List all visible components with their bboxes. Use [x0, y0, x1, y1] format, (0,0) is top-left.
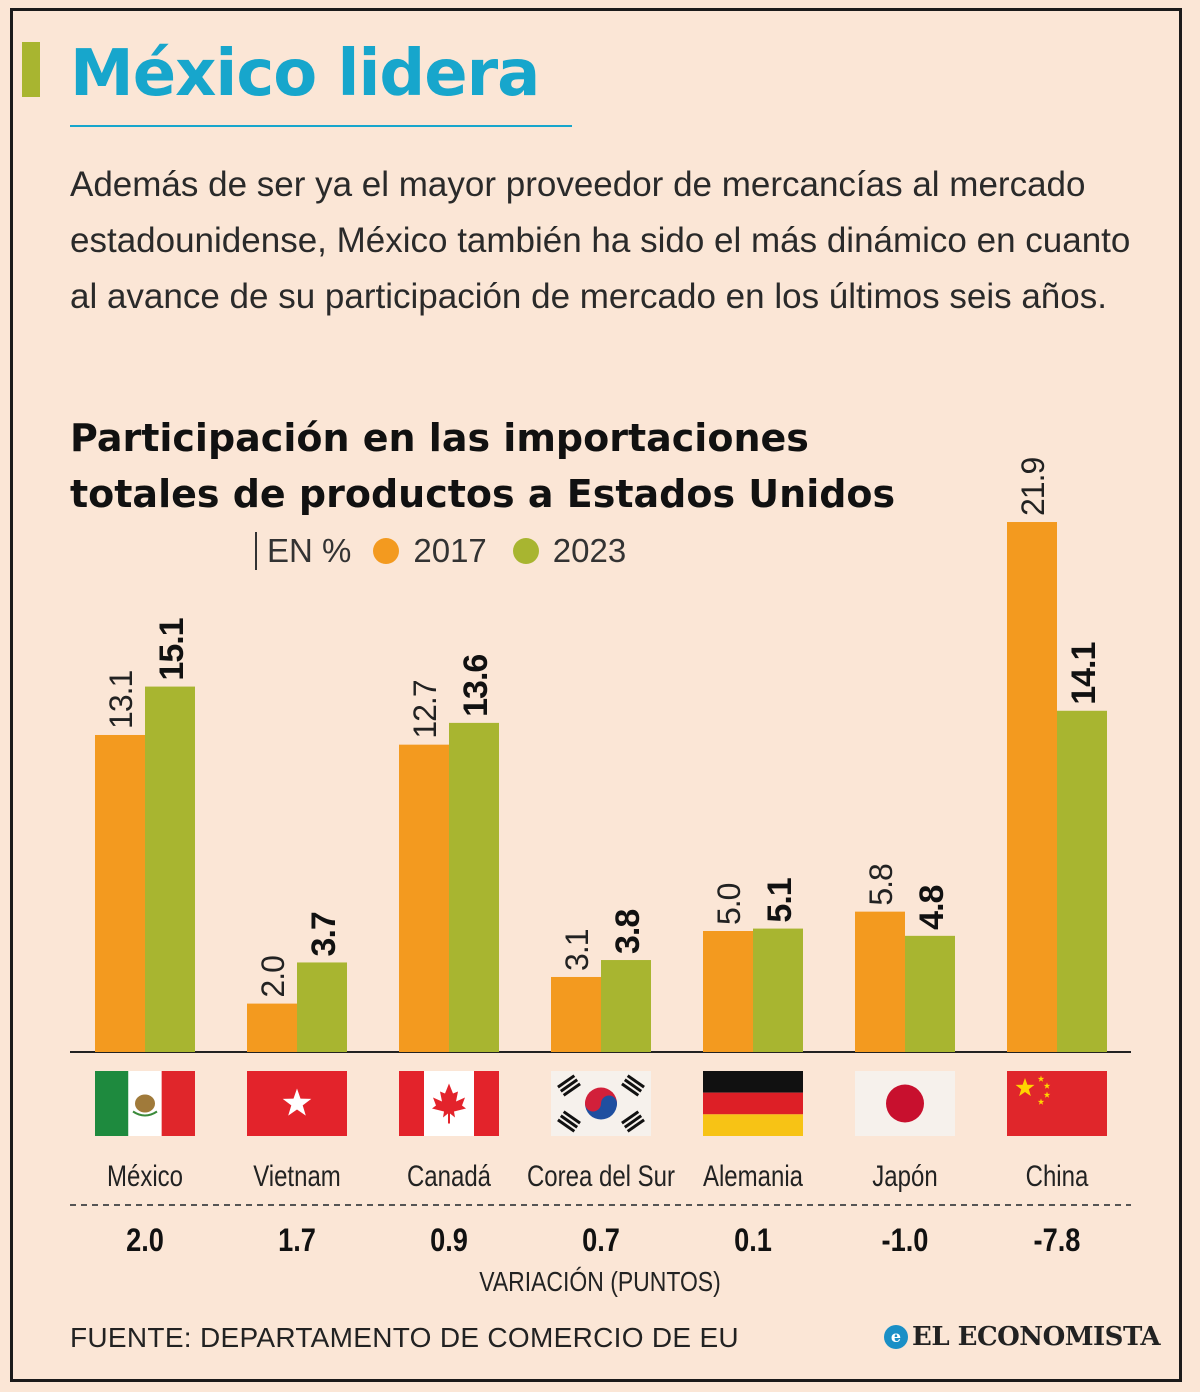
japan-flag-icon	[855, 1071, 955, 1136]
variation-value: -7.8	[1034, 1223, 1081, 1259]
brand-icon: e	[884, 1325, 908, 1349]
bar-2023	[753, 928, 803, 1052]
bar-2023	[601, 960, 651, 1052]
value-label-2017: 12.7	[407, 680, 443, 738]
category-label: Japón	[872, 1158, 937, 1192]
variation-value: 2.0	[126, 1223, 164, 1259]
bar-2017	[1007, 522, 1057, 1052]
bar-2017	[551, 976, 601, 1052]
page-frame	[10, 8, 1182, 1382]
chart-title: Participación en las importaciones total…	[70, 416, 896, 516]
canada-flag-icon	[399, 1071, 499, 1136]
variation-caption: VARIACIÓN (PUNTOS)	[479, 1266, 721, 1297]
value-label-2023: 15.1	[153, 618, 191, 680]
value-label-2023: 4.8	[913, 885, 951, 929]
legend-2023-label: 2023	[552, 532, 627, 569]
chart-legend: EN % 2017 2023	[250, 531, 626, 571]
bar-2023	[145, 686, 195, 1052]
vietnam-flag-icon	[247, 1071, 347, 1136]
bar-2017	[703, 931, 753, 1052]
bar-2023	[905, 935, 955, 1052]
page-title: México lidera	[70, 37, 540, 111]
value-label-2017: 21.9	[1015, 458, 1051, 516]
legend-2017-label: 2017	[413, 532, 487, 569]
germany-flag-icon	[703, 1071, 803, 1136]
value-label-2023: 3.7	[305, 912, 343, 956]
value-label-2017: 3.1	[559, 929, 595, 971]
china-flag-icon	[1007, 1071, 1107, 1136]
variation-value: 0.9	[430, 1223, 468, 1259]
category-label: Corea del Sur	[527, 1158, 675, 1192]
value-label-2017: 5.0	[711, 883, 747, 925]
category-label: China	[1026, 1158, 1089, 1192]
title-accent-bar	[22, 42, 40, 97]
bar-2023	[297, 962, 347, 1052]
bar-2023	[449, 722, 499, 1052]
value-label-2023: 14.1	[1065, 643, 1103, 705]
intro-paragraph: Además de ser ya el mayor proveedor de m…	[70, 165, 1131, 316]
variation-value: 0.1	[734, 1223, 772, 1259]
category-label: Vietnam	[253, 1158, 341, 1192]
source-note: FUENTE: DEPARTAMENTO DE COMERCIO DE EU	[70, 1322, 739, 1353]
mexico-flag-icon	[95, 1071, 195, 1136]
variation-value: 1.7	[278, 1223, 316, 1259]
unit-label: EN %	[267, 532, 352, 569]
bar-2017	[399, 744, 449, 1052]
brand-logo: e EL ECONOMISTA	[884, 1322, 1161, 1352]
value-label-2017: 5.8	[863, 864, 899, 906]
variation-value: -1.0	[882, 1223, 929, 1259]
bar-2017	[95, 734, 145, 1052]
title-underline	[70, 125, 572, 127]
legend-2017-swatch	[373, 538, 400, 564]
legend-2023-swatch	[512, 538, 539, 564]
value-label-2017: 13.1	[103, 670, 139, 728]
value-label-2023: 13.6	[457, 655, 495, 717]
south-korea-flag-icon	[551, 1071, 651, 1136]
value-label-2023: 3.8	[609, 910, 647, 954]
value-label-2017: 2.0	[255, 956, 291, 998]
bar-2023	[1057, 710, 1107, 1052]
variation-value: 0.7	[582, 1223, 620, 1259]
category-label: México	[107, 1158, 183, 1192]
brand-name: EL ECONOMISTA	[912, 1322, 1161, 1352]
category-label: Canadá	[407, 1158, 492, 1192]
legend-separator	[255, 532, 257, 570]
category-label: Alemania	[703, 1158, 804, 1192]
bar-2017	[247, 1003, 297, 1052]
value-label-2023: 5.1	[761, 878, 799, 922]
bar-2017	[855, 911, 905, 1052]
